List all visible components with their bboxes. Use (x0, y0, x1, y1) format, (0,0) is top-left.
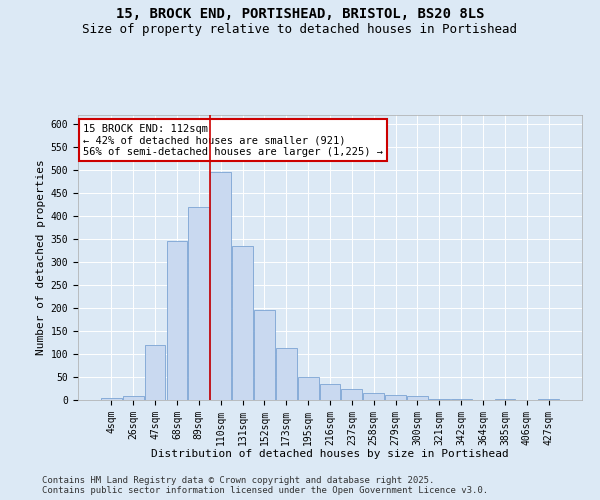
Bar (385, 396, 406, 400)
Bar (276, 348, 296, 400)
Bar (232, 246, 253, 400)
Bar (341, 388, 362, 400)
Bar (494, 399, 515, 400)
Bar (298, 377, 319, 400)
Bar (451, 399, 472, 400)
Text: Size of property relative to detached houses in Portishead: Size of property relative to detached ho… (83, 22, 517, 36)
Bar (320, 384, 340, 400)
Text: Contains HM Land Registry data © Crown copyright and database right 2025.
Contai: Contains HM Land Registry data © Crown c… (42, 476, 488, 495)
Bar (123, 396, 143, 400)
Text: 15 BROCK END: 112sqm
← 42% of detached houses are smaller (921)
56% of semi-deta: 15 BROCK END: 112sqm ← 42% of detached h… (83, 124, 383, 157)
Y-axis label: Number of detached properties: Number of detached properties (37, 160, 46, 356)
Bar (167, 242, 187, 400)
X-axis label: Distribution of detached houses by size in Portishead: Distribution of detached houses by size … (151, 449, 509, 459)
Bar (364, 392, 384, 400)
Bar (538, 399, 559, 400)
Bar (145, 345, 166, 400)
Bar (210, 172, 231, 400)
Bar (188, 207, 209, 400)
Bar (254, 310, 275, 400)
Bar (429, 398, 450, 400)
Text: 15, BROCK END, PORTISHEAD, BRISTOL, BS20 8LS: 15, BROCK END, PORTISHEAD, BRISTOL, BS20… (116, 8, 484, 22)
Bar (101, 398, 122, 400)
Bar (407, 396, 428, 400)
